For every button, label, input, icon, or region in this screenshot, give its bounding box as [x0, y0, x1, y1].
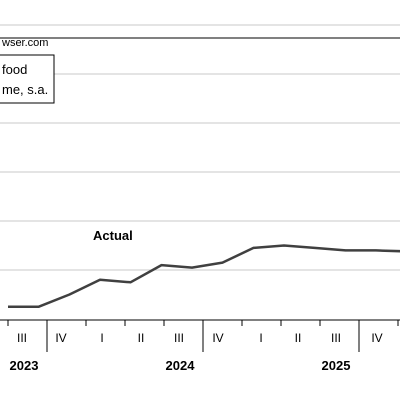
x-year-label: 2023 — [10, 358, 39, 373]
series-layer — [8, 244, 400, 309]
x-tick-label: II — [138, 331, 145, 345]
x-tick-label: I — [100, 331, 103, 345]
x-year-label: 2024 — [166, 358, 196, 373]
x-tick-label: I — [259, 331, 262, 345]
x-tick-label: III — [174, 331, 184, 345]
x-tick-label: IV — [212, 331, 223, 345]
x-tick-label: III — [17, 331, 27, 345]
x-tick-label: IV — [371, 331, 382, 345]
source-text: wser.com — [1, 37, 48, 49]
x-tick-label: II — [295, 331, 302, 345]
legend-line-2: me, s.a. — [2, 82, 48, 97]
legend-line-1: food — [2, 62, 27, 77]
x-tick-label: IV — [55, 331, 66, 345]
x-year-label: 2025 — [322, 358, 351, 373]
legend-box: food me, s.a. — [0, 54, 55, 104]
y-grid — [0, 24, 400, 271]
actual-annotation: Actual — [93, 228, 133, 243]
actual-series-line — [8, 244, 400, 309]
axes — [0, 37, 400, 321]
x-tick-label: III — [331, 331, 341, 345]
